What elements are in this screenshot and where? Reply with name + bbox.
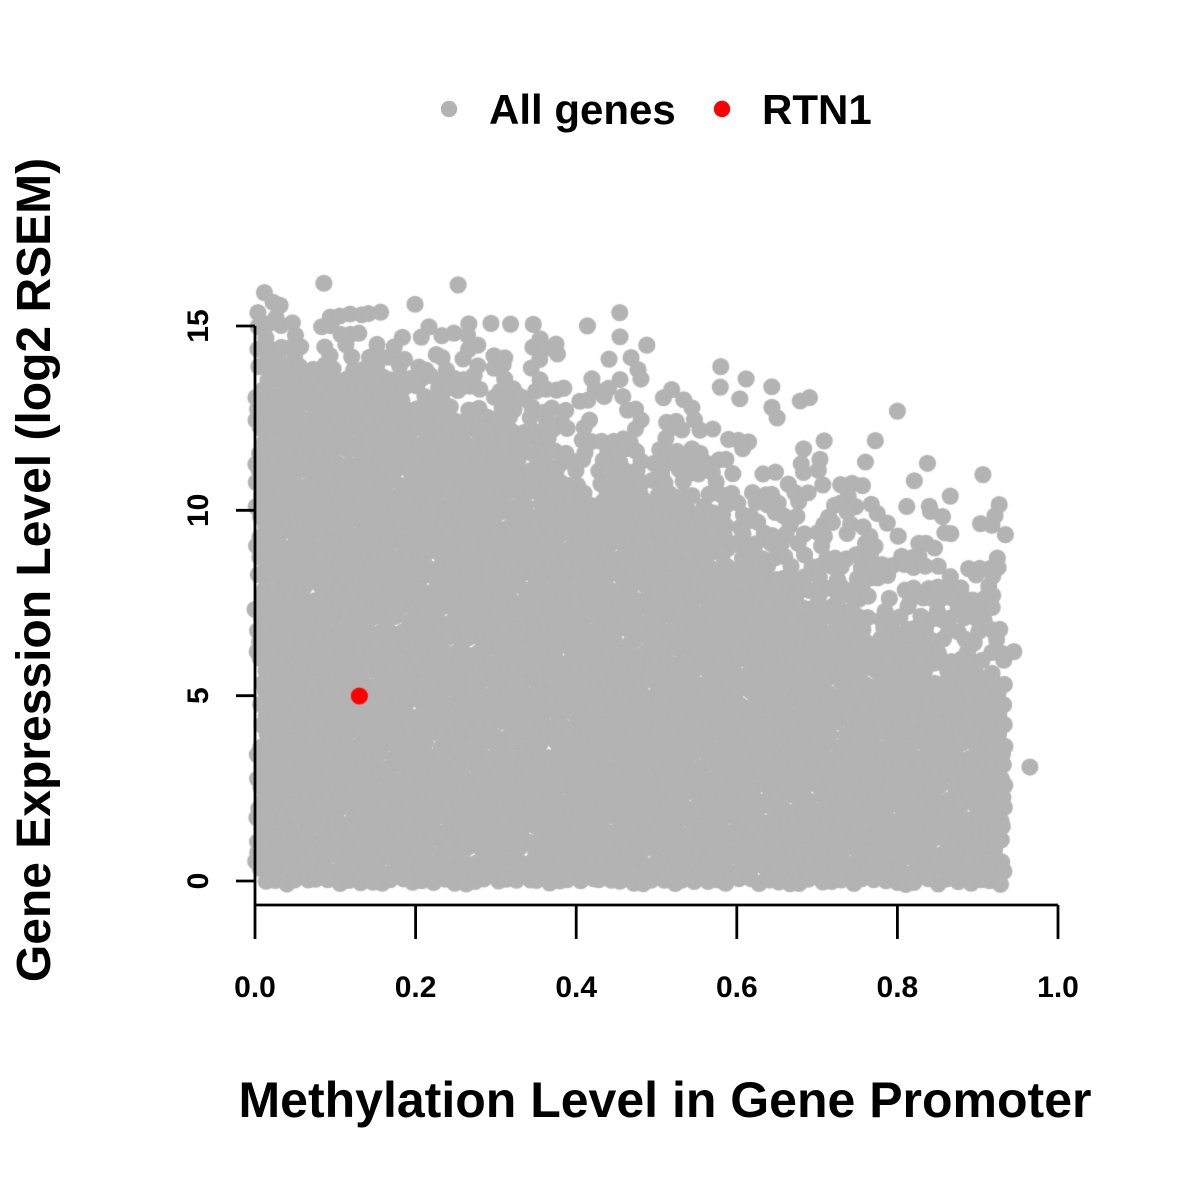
svg-text:10: 10 [182, 494, 215, 527]
svg-text:1.0: 1.0 [1037, 971, 1079, 1004]
svg-text:All genes: All genes [489, 86, 676, 133]
svg-text:0.2: 0.2 [395, 971, 437, 1004]
svg-text:0.8: 0.8 [877, 971, 919, 1004]
svg-text:RTN1: RTN1 [762, 86, 872, 133]
svg-text:0.0: 0.0 [234, 971, 276, 1004]
svg-text:Gene Expression Level (log2 RS: Gene Expression Level (log2 RSEM) [8, 158, 61, 982]
svg-text:15: 15 [182, 309, 215, 342]
svg-text:5: 5 [182, 687, 215, 704]
svg-text:0.6: 0.6 [716, 971, 758, 1004]
svg-text:0.4: 0.4 [555, 971, 597, 1004]
svg-text:0: 0 [182, 873, 215, 890]
svg-text:Methylation Level in Gene Prom: Methylation Level in Gene Promoter [239, 1072, 1092, 1128]
